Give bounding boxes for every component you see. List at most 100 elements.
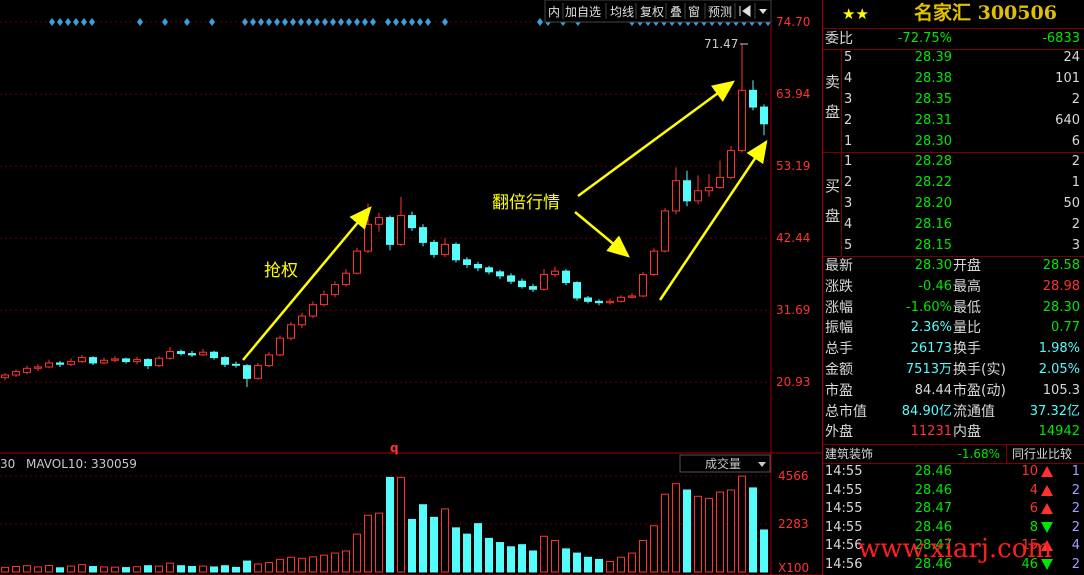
candle-body — [672, 180, 680, 212]
toolbar-button[interactable]: 复权 — [640, 5, 664, 19]
candle-body — [210, 351, 218, 359]
indicator-diamond — [409, 18, 415, 26]
volume: 1 — [1071, 175, 1080, 190]
volume-bar — [683, 489, 691, 573]
annotation: 抢权 — [264, 261, 298, 281]
volume-bar — [309, 556, 317, 573]
candle-body — [243, 365, 251, 379]
toolbar-button[interactable]: 内 — [548, 5, 560, 19]
indicator-diamond — [314, 18, 320, 26]
toolbar-button[interactable]: 叠 — [670, 5, 682, 19]
tick-price: 28.46 — [914, 482, 952, 498]
candle-body — [419, 227, 427, 243]
arrow-down — [1041, 521, 1053, 533]
arrow — [242, 206, 372, 361]
price: 28.35 — [914, 92, 952, 107]
indicator-diamond — [266, 18, 272, 26]
volume-selector-text[interactable]: 成交量 — [705, 456, 741, 471]
volume-bar — [386, 476, 394, 573]
indicator-diamond — [537, 18, 543, 26]
level: 3 — [844, 92, 853, 107]
volume-bar — [584, 556, 592, 573]
indicator-diamond — [442, 18, 448, 26]
indicator-diamond — [385, 18, 391, 26]
volume-bar — [111, 566, 119, 573]
candle-body — [551, 270, 559, 276]
volume-bar — [56, 567, 64, 573]
volume-bar — [562, 548, 570, 573]
candle-body — [342, 272, 350, 286]
tick-price: 28.46 — [914, 464, 952, 479]
candle-body — [331, 284, 339, 296]
arrow-up — [1041, 484, 1053, 496]
toolbar — [544, 0, 772, 23]
candle-body — [518, 280, 526, 288]
candle-body — [617, 296, 625, 302]
toolbar-button[interactable]: 均线 — [610, 5, 634, 19]
volume-bar — [485, 537, 493, 573]
vol-prefix: 30 — [0, 457, 15, 471]
volume-bar — [639, 539, 647, 573]
volume-bar — [254, 563, 262, 573]
volume-bar — [672, 483, 680, 573]
indicator-diamond — [425, 18, 431, 26]
arrow — [574, 211, 630, 258]
volume-bar — [276, 558, 284, 573]
toolbar-icon — [739, 5, 751, 17]
stat-value: 84.90亿 — [901, 403, 952, 419]
sector: 建筑装饰 — [825, 447, 874, 461]
divider — [822, 444, 1084, 445]
candle-body — [606, 300, 614, 304]
tick-time: 14:56 — [825, 538, 863, 553]
candle-body — [34, 366, 42, 369]
volume-bar — [133, 566, 141, 573]
level: 4 — [844, 71, 853, 86]
stat-label: 市盈(动) — [953, 382, 1006, 399]
compare-button[interactable]: 同行业比较 — [1012, 447, 1073, 461]
peak-label: 71.47 — [704, 37, 738, 51]
volume-bar — [419, 504, 427, 573]
candle-body — [485, 267, 493, 273]
price-tick-label: 42.44 — [776, 231, 810, 245]
stat-value: 0.77 — [1051, 320, 1080, 336]
volume-bar — [320, 554, 328, 573]
volume-bar — [342, 550, 350, 573]
indicator-diamond — [393, 18, 399, 26]
candle-body — [573, 282, 581, 299]
stat-label: 最新 — [825, 258, 853, 274]
toolbar-button[interactable]: 窗 — [688, 5, 700, 19]
candle-body — [276, 337, 284, 356]
candle-body — [430, 241, 438, 255]
volume-unit: X100 — [778, 561, 809, 575]
volume: 24 — [1063, 50, 1080, 65]
volume-bar — [661, 493, 669, 573]
stat-label: 最低 — [953, 299, 981, 316]
volume-bar — [727, 489, 735, 573]
indicator-diamond — [354, 18, 360, 26]
divider — [841, 49, 842, 256]
volume-bar — [67, 565, 75, 573]
candle-body — [100, 359, 108, 364]
stars: ★★ — [842, 5, 869, 23]
candle-body — [441, 243, 449, 255]
tick-volume: 4 — [1029, 482, 1038, 498]
indicator-diamond — [362, 18, 368, 26]
volume-selector[interactable] — [679, 454, 771, 473]
volume-bar — [507, 546, 515, 573]
toolbar-button[interactable]: 预测 — [708, 5, 732, 19]
candle-body — [683, 180, 691, 202]
toolbar-button[interactable]: 加自选 — [565, 5, 601, 19]
stat-value: -1.60% — [906, 299, 952, 315]
volume-bar — [738, 475, 746, 573]
candle-body — [716, 176, 724, 188]
price: 28.30 — [914, 134, 952, 149]
stat-value: 7513万 — [905, 362, 952, 377]
candle-body — [166, 351, 174, 359]
candle-body — [705, 186, 713, 192]
indicator-diamond — [89, 18, 95, 26]
volume-bar — [705, 497, 713, 573]
price: 28.22 — [914, 175, 952, 190]
candle-body — [298, 315, 306, 326]
indicator-diamond — [209, 18, 215, 26]
indicator-diamond — [49, 18, 55, 26]
